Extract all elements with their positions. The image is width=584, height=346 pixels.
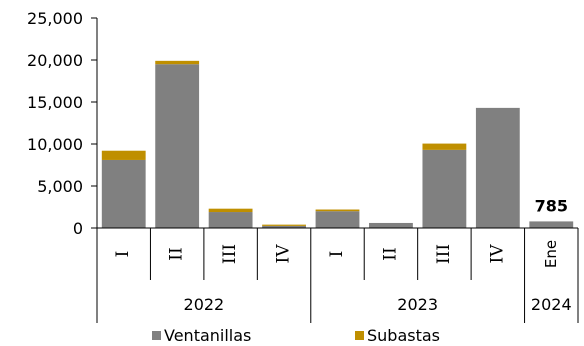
data-label: 785 — [535, 196, 568, 215]
y-tick-label: 5,000 — [37, 177, 83, 196]
bar-ventanillas-1 — [101, 159, 146, 228]
y-tick-label: 0 — [73, 219, 83, 238]
x-category-label: I — [327, 251, 347, 258]
legend-label-subastas: Subastas — [367, 326, 440, 345]
legend-swatch-subastas — [355, 331, 364, 340]
x-category-label: II — [167, 247, 187, 260]
bar-subastas-1 — [101, 150, 146, 160]
bar-subastas-2 — [155, 60, 200, 65]
legend: Ventanillas Subastas — [152, 326, 440, 345]
bar-ventanillas-3 — [208, 212, 253, 228]
bar-ventanillas-5 — [315, 211, 360, 228]
bars — [101, 60, 574, 228]
legend-swatch-ventanillas — [152, 331, 161, 340]
bar-subastas-4 — [262, 224, 306, 226]
annotations: 785 — [535, 196, 568, 215]
x-category-label: Ene — [542, 240, 560, 268]
y-tick-label: 15,000 — [27, 93, 83, 112]
x-group-label: 2024 — [531, 295, 572, 314]
x-category-label: II — [380, 247, 400, 260]
y-tick-label: 20,000 — [27, 51, 83, 70]
x-category-label: IV — [487, 244, 507, 264]
x-group-label: 2023 — [397, 295, 438, 314]
bar-subastas-3 — [208, 208, 253, 213]
x-category-label: III — [434, 244, 454, 264]
bar-ventanillas-4 — [262, 225, 306, 228]
bar-ventanillas-7 — [422, 149, 467, 228]
bar-ventanillas-2 — [155, 64, 200, 228]
x-category-label: IV — [274, 244, 294, 264]
bar-ventanillas-8 — [475, 107, 520, 228]
x-category-label: III — [220, 244, 240, 264]
bar-subastas-7 — [422, 143, 467, 150]
y-tick-label: 10,000 — [27, 135, 83, 154]
y-axis: 0 5,000 10,000 15,000 20,000 25,000 — [27, 9, 98, 238]
x-category-label: I — [113, 251, 133, 258]
bar-ventanillas-6 — [369, 222, 413, 228]
x-group-label: 2022 — [184, 295, 225, 314]
bar-subastas-5 — [315, 209, 360, 212]
bar-ventanillas-9 — [529, 221, 574, 228]
legend-label-ventanillas: Ventanillas — [164, 326, 251, 345]
y-tick-label: 25,000 — [27, 9, 83, 28]
